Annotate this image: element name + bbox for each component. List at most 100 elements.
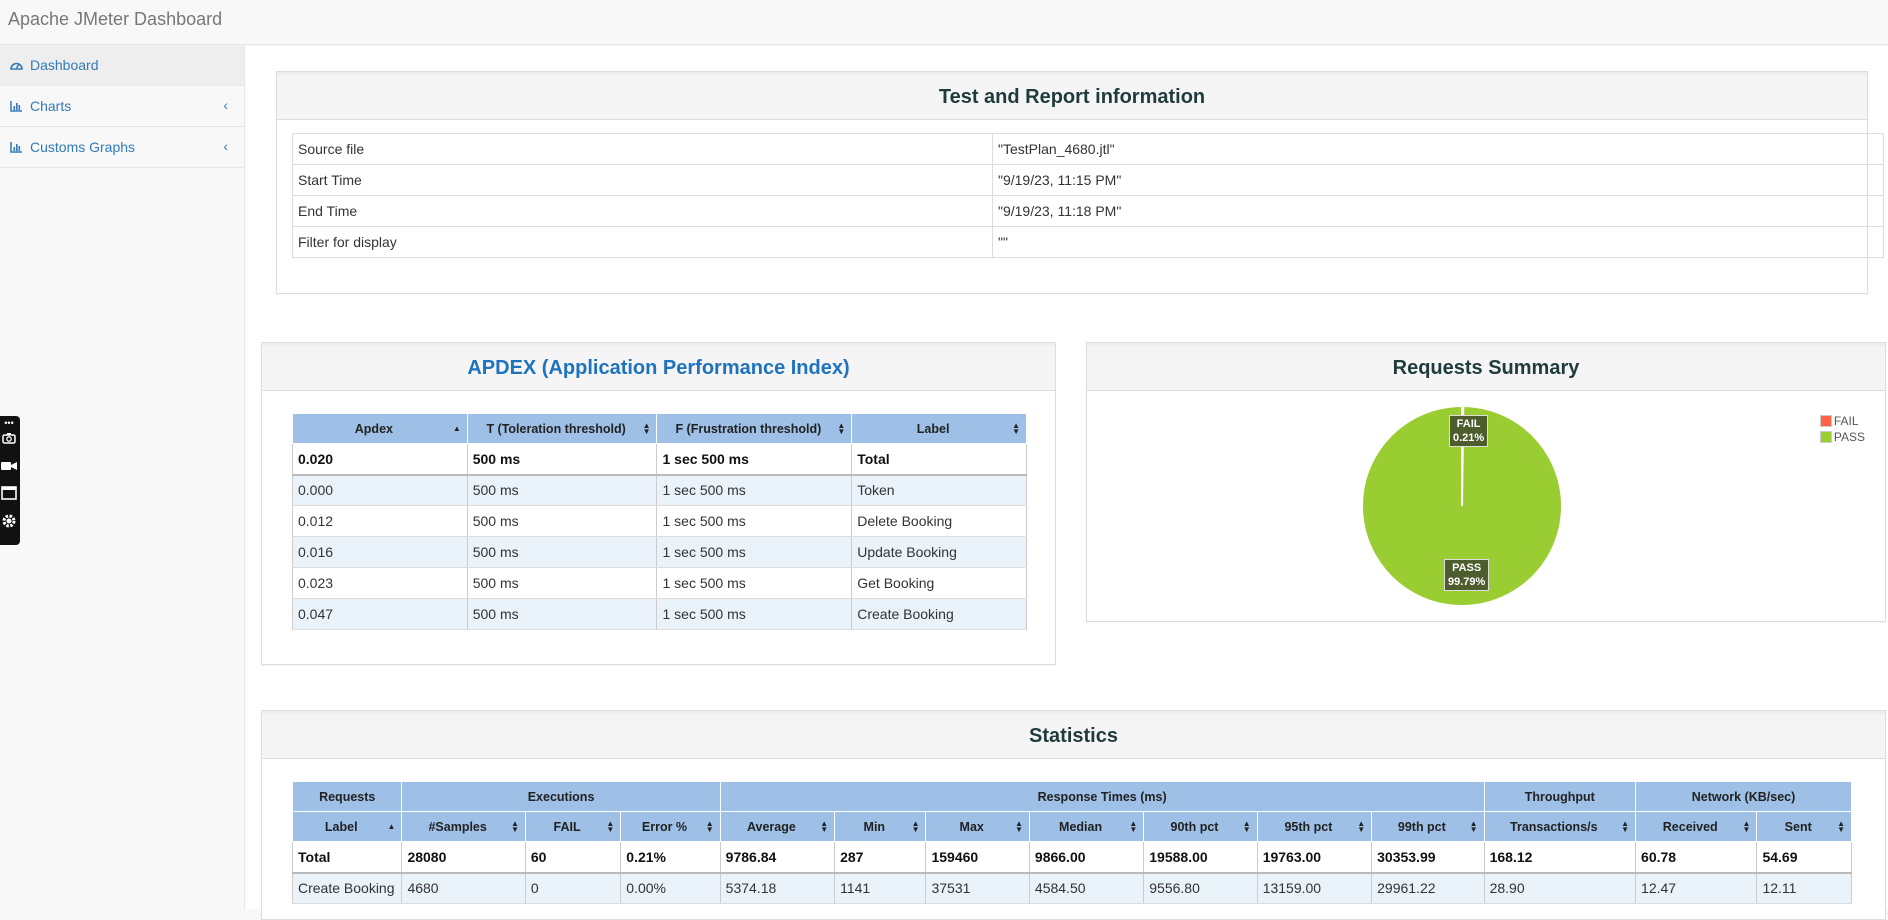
table-cell: 13159.00 <box>1256 872 1373 904</box>
sort-icon[interactable]: ▲ ▼ <box>1357 818 1366 834</box>
table-cell: 0.016 <box>292 536 468 568</box>
info-label: End Time <box>292 195 993 227</box>
column-header[interactable]: Min ▲ ▼ <box>834 811 927 842</box>
column-group-header: Executions <box>401 781 721 812</box>
column-header[interactable]: #Samples ▲ ▼ <box>401 811 526 842</box>
app-title[interactable]: Apache JMeter Dashboard <box>8 9 223 29</box>
column-header-label: Max <box>959 819 984 834</box>
sort-icon[interactable]: ▲ ▼ <box>1014 818 1023 834</box>
table-cell: 12.47 <box>1635 872 1758 904</box>
table-cell: 500 ms <box>466 536 658 568</box>
column-header[interactable]: Transactions/s ▲ ▼ <box>1483 811 1637 842</box>
video-camera-icon[interactable] <box>1 460 17 472</box>
sort-icon[interactable]: ▲ ▼ <box>1129 818 1138 834</box>
table-cell: 9556.80 <box>1143 872 1258 904</box>
sidebar-item-dashboard[interactable]: Dashboard <box>0 45 244 86</box>
legend-item-pass[interactable]: PASS <box>1819 429 1865 445</box>
sort-asc-icon[interactable]: ▲ <box>387 821 396 831</box>
sort-icon[interactable]: ▲ ▼ <box>510 818 519 834</box>
column-header-label: Sent <box>1784 819 1812 834</box>
table-cell: 0.012 <box>292 505 468 537</box>
column-header[interactable]: Apdex ▲ <box>292 413 468 444</box>
table-cell: 500 ms <box>466 505 658 537</box>
sort-icon[interactable]: ▲ ▼ <box>606 818 615 834</box>
sort-icon[interactable]: ▲ ▼ <box>1837 818 1845 834</box>
table-cell: 28080 <box>401 841 526 874</box>
sort-icon[interactable]: ▲ ▼ <box>1242 818 1251 834</box>
chart-legend: FAIL PASS <box>1819 413 1865 445</box>
sort-icon[interactable]: ▲ ▼ <box>642 420 651 436</box>
table-cell: Delete Booking <box>851 505 1027 537</box>
dashboard-icon <box>10 58 24 72</box>
panel-title: Requests Summary <box>1087 343 1885 391</box>
table-cell: 1 sec 500 ms <box>656 505 853 537</box>
info-value: "9/19/23, 11:15 PM" <box>992 164 1884 196</box>
more-icon[interactable]: ••• <box>4 418 14 428</box>
column-header[interactable]: 99th pct ▲ ▼ <box>1371 811 1485 842</box>
camera-icon[interactable] <box>1 432 17 444</box>
column-header[interactable]: Received ▲ ▼ <box>1635 811 1758 842</box>
table-row: 0.047 500 ms 1 sec 500 ms Create Booking <box>292 598 1027 630</box>
sidebar-item-charts[interactable]: Charts ‹ <box>0 86 244 127</box>
table-cell: 5374.18 <box>719 872 836 904</box>
chevron-left-icon[interactable]: ‹ <box>223 97 228 113</box>
sort-icon[interactable]: ▲ ▼ <box>1469 818 1478 834</box>
sidebar-item-customs-graphs[interactable]: Customs Graphs ‹ <box>0 127 244 168</box>
pie-slice-pass[interactable] <box>1361 404 1563 607</box>
column-header[interactable]: Max ▲ ▼ <box>925 811 1030 842</box>
column-header-label: 95th pct <box>1284 819 1333 834</box>
legend-item-fail[interactable]: FAIL <box>1819 413 1865 429</box>
sort-icon[interactable]: ▲ ▼ <box>911 818 920 834</box>
statistics-table: Requests Executions Response Times (ms) Thr… <box>291 781 1852 904</box>
sort-icon[interactable]: ▲ ▼ <box>1621 818 1630 834</box>
column-header[interactable]: Label ▲ <box>291 811 403 842</box>
chevron-left-icon[interactable]: ‹ <box>223 138 228 154</box>
column-header-label: T (Toleration threshold) <box>486 421 626 436</box>
table-cell: 500 ms <box>466 598 658 630</box>
column-group-header: Requests <box>291 781 403 812</box>
sort-icon[interactable]: ▲ ▼ <box>1012 420 1020 436</box>
column-header[interactable]: Median ▲ ▼ <box>1028 811 1145 842</box>
column-header[interactable]: FAIL ▲ ▼ <box>524 811 622 842</box>
column-header-label: Label <box>324 819 358 834</box>
column-header-label: Min <box>863 819 886 834</box>
column-header-label: Apdex <box>354 421 393 436</box>
sort-asc-icon[interactable]: ▲ <box>452 423 461 433</box>
sort-icon[interactable]: ▲ ▼ <box>820 818 829 834</box>
table-cell: 29961.22 <box>1371 872 1485 904</box>
sort-icon[interactable]: ▲ ▼ <box>837 420 846 436</box>
sidebar-item-label: Dashboard <box>30 57 99 73</box>
table-cell: 30353.99 <box>1371 841 1485 874</box>
table-cell: 500 ms <box>466 474 658 506</box>
apdex-panel: APDEX (Application Performance Index) Ap… <box>261 342 1056 665</box>
sort-icon[interactable]: ▲ ▼ <box>1742 818 1751 834</box>
column-header[interactable]: 95th pct ▲ ▼ <box>1256 811 1373 842</box>
column-header[interactable]: Average ▲ ▼ <box>719 811 836 842</box>
sort-icon[interactable]: ▲ ▼ <box>705 818 714 834</box>
column-header-label: Received <box>1662 819 1718 834</box>
table-cell: 0.00% <box>620 872 721 904</box>
column-header[interactable]: Sent ▲ ▼ <box>1756 811 1852 842</box>
table-cell: Token <box>851 474 1027 506</box>
requests-pie-chart <box>1361 404 1563 607</box>
legend-swatch <box>1819 415 1832 427</box>
column-header-label: #Samples <box>428 819 487 834</box>
table-cell: 1141 <box>834 872 927 904</box>
column-header[interactable]: Error % ▲ ▼ <box>620 811 721 842</box>
table-cell: Get Booking <box>851 567 1027 599</box>
column-header-label: 90th pct <box>1170 819 1219 834</box>
table-cell: 1 sec 500 ms <box>656 567 853 599</box>
table-cell: 4680 <box>401 872 526 904</box>
column-header[interactable]: 90th pct ▲ ▼ <box>1143 811 1258 842</box>
info-value: "" <box>992 226 1884 258</box>
info-row: Source file "TestPlan_4680.jtl" <box>292 133 1884 165</box>
window-icon[interactable] <box>1 486 17 500</box>
gear-icon[interactable] <box>1 513 17 529</box>
column-group-header: Network (KB/sec) <box>1635 781 1852 812</box>
column-header[interactable]: Label ▲ ▼ <box>851 413 1027 444</box>
table-cell: 0 <box>524 872 622 904</box>
column-header[interactable]: T (Toleration threshold) ▲ ▼ <box>466 413 658 444</box>
column-header-label: Error % <box>641 819 688 834</box>
panel-title[interactable]: APDEX (Application Performance Index) <box>262 343 1055 391</box>
column-header[interactable]: F (Frustration threshold) ▲ ▼ <box>656 413 853 444</box>
